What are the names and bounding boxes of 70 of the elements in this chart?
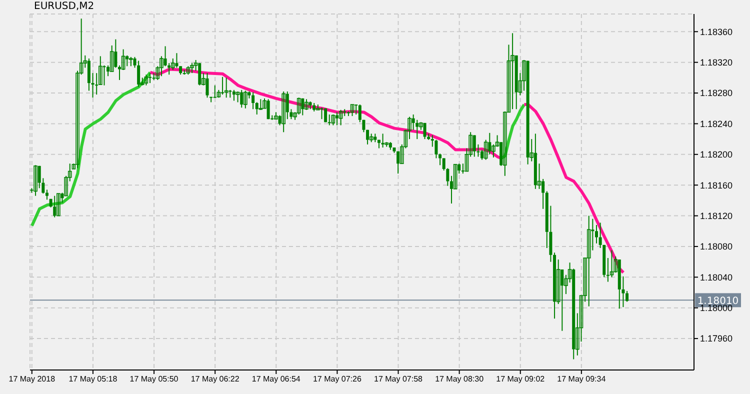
x-tick-label: 17 May 08:30 (435, 374, 484, 384)
y-tick-label: 1.18040 (700, 272, 733, 282)
candlestick (221, 76, 224, 96)
candlestick (354, 104, 358, 116)
x-tick-label: 17 May 06:22 (190, 374, 240, 384)
candlestick (240, 89, 244, 108)
y-tick-label: 1.18240 (700, 118, 733, 129)
candlestick (336, 112, 339, 126)
y-tick-label: 1.18160 (700, 180, 733, 190)
y-tick-label: 1.18280 (700, 88, 733, 98)
candlestick (144, 74, 148, 86)
chart-title: EURUSD,M2 (34, 1, 94, 12)
candlestick (366, 129, 370, 145)
candlestick (510, 32, 514, 110)
candlestick (286, 90, 289, 120)
y-tick-label: 1.18120 (700, 210, 733, 221)
candlestick (175, 52, 178, 68)
candlestick (190, 62, 194, 74)
candlestick (232, 89, 236, 102)
candlestick (301, 98, 304, 116)
candlestick (206, 72, 209, 98)
candlestick (626, 290, 629, 302)
x-tick-label: 17 May 09:02 (496, 374, 546, 384)
candlestick (137, 60, 140, 88)
y-tick-label: 1.18080 (700, 242, 733, 252)
candlestick (91, 72, 94, 98)
candlestick (34, 164, 38, 196)
y-tick-label: 1.17960 (700, 334, 733, 344)
candlestick (255, 102, 258, 116)
candlestick (472, 134, 476, 158)
y-tick-label: 1.18320 (700, 58, 733, 68)
x-tick-label: 17 May 06:54 (252, 374, 301, 384)
candlestick (114, 38, 118, 68)
x-tick-label: 17 May 05:50 (130, 374, 179, 384)
candlestick (381, 133, 384, 148)
x-tick-label: 17 May 09:34 (557, 374, 606, 384)
y-tick-label: 1.18360 (700, 26, 733, 37)
candlestick (338, 109, 343, 126)
candlestick (129, 56, 133, 67)
candlestick (244, 90, 248, 109)
candlestick (45, 189, 48, 200)
candlestick (586, 215, 591, 307)
candlestick (258, 98, 263, 110)
x-tick-label: 17 May 07:26 (312, 374, 362, 384)
candlestick (434, 139, 438, 159)
candlestick (610, 250, 614, 278)
x-tick-label: 17 May 07:58 (374, 374, 424, 384)
candlestick (53, 195, 56, 218)
candlestick (266, 98, 270, 120)
candlestick (331, 114, 336, 126)
x-tick-label: 17 May 05:18 (68, 374, 118, 384)
candlestick (252, 92, 255, 110)
candlestick (396, 150, 400, 174)
y-tick-label: 1.18200 (700, 150, 733, 160)
candlestick (492, 144, 496, 158)
candlestick (87, 58, 90, 92)
candlestick (350, 104, 354, 117)
candlestick (328, 114, 331, 126)
candlestick (198, 62, 202, 86)
candlestick (438, 153, 442, 166)
candlestick (224, 77, 228, 98)
candlestick (320, 107, 324, 120)
candlestick (148, 72, 152, 84)
x-tick-label: 17 May 2018 (8, 374, 56, 384)
candlestick (595, 224, 598, 244)
candlestick (213, 84, 216, 98)
candlestick (56, 193, 60, 216)
candlestick (423, 122, 426, 140)
candlestick (282, 90, 286, 133)
candlestick (606, 257, 610, 282)
